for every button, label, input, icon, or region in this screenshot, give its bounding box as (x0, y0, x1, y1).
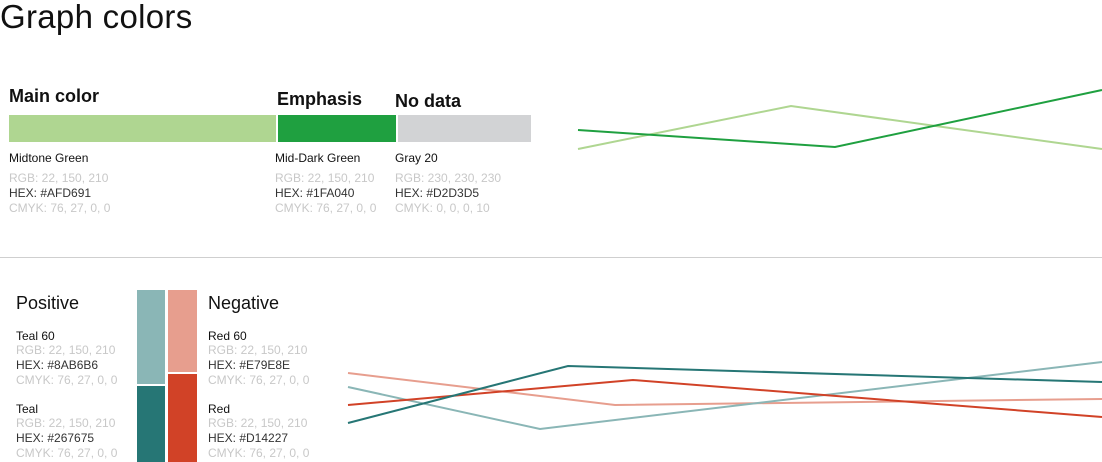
teal-60-name: Teal 60 (16, 329, 55, 343)
red-60-specs: RGB: 22, 150, 210 HEX: #E79E8E CMYK: 76,… (208, 343, 309, 388)
midtone-green-swatch (9, 115, 276, 142)
red-swatch (168, 374, 197, 462)
hex-value: HEX: #E79E8E (208, 358, 291, 372)
no-data-heading: No data (395, 91, 462, 111)
rgb-value: RGB: 230, 230, 230 (395, 171, 502, 185)
rgb-value: RGB: 22, 150, 210 (16, 343, 116, 357)
positive-heading: Positive (16, 293, 80, 313)
teal-swatch (137, 386, 165, 462)
rgb-value: RGB: 22, 150, 210 (275, 171, 375, 185)
rgb-value: RGB: 22, 150, 210 (9, 171, 109, 185)
red-60-name: Red 60 (208, 329, 247, 343)
teal-name: Teal (16, 402, 39, 416)
red-sample-line (347, 378, 1102, 418)
hex-value: HEX: #8AB6B6 (16, 358, 99, 372)
cmyk-value: CMYK: 76, 27, 0, 0 (16, 373, 118, 387)
midtone-green-name: Midtone Green (9, 151, 89, 165)
gray-20-name: Gray 20 (395, 151, 438, 165)
rgb-value: RGB: 22, 150, 210 (208, 343, 308, 357)
gray-20-swatch (398, 115, 531, 142)
teal-60-swatch (137, 290, 165, 384)
red-name: Red (208, 402, 231, 416)
cmyk-value: CMYK: 76, 27, 0, 0 (208, 373, 310, 387)
cmyk-value: CMYK: 76, 27, 0, 0 (9, 201, 111, 215)
cmyk-value: CMYK: 0, 0, 0, 10 (395, 201, 490, 215)
cmyk-value: CMYK: 76, 27, 0, 0 (275, 201, 377, 215)
cmyk-value: CMYK: 76, 27, 0, 0 (16, 446, 118, 460)
hex-value: HEX: #267675 (16, 431, 95, 445)
hex-value: HEX: #D14227 (208, 431, 289, 445)
emphasis-heading: Emphasis (277, 89, 363, 109)
red-specs: RGB: 22, 150, 210 HEX: #D14227 CMYK: 76,… (208, 416, 309, 461)
main-color-heading: Main color (9, 86, 100, 106)
teal-60-sample-line (347, 361, 1102, 431)
rgb-value: RGB: 22, 150, 210 (208, 416, 308, 430)
teal-sample-line (347, 364, 1102, 424)
hex-value: HEX: #D2D3D5 (395, 186, 480, 200)
midtone-green-specs: RGB: 22, 150, 210 HEX: #AFD691 CMYK: 76,… (9, 171, 110, 216)
gray-20-specs: RGB: 230, 230, 230 HEX: #D2D3D5 CMYK: 0,… (395, 171, 501, 216)
mid-dark-green-specs: RGB: 22, 150, 210 HEX: #1FA040 CMYK: 76,… (275, 171, 376, 216)
hex-value: HEX: #AFD691 (9, 186, 92, 200)
cmyk-value: CMYK: 76, 27, 0, 0 (208, 446, 310, 460)
red-60-sample-line (347, 372, 1102, 407)
teal-60-specs: RGB: 22, 150, 210 HEX: #8AB6B6 CMYK: 76,… (16, 343, 117, 388)
mid-dark-green-sample-line (577, 89, 1102, 149)
red-60-swatch (168, 290, 197, 372)
page-title: Graph colors (0, 0, 193, 35)
hex-value: HEX: #1FA040 (275, 186, 355, 200)
mid-dark-green-name: Mid-Dark Green (275, 151, 361, 165)
section-divider (0, 257, 1102, 258)
negative-heading: Negative (208, 293, 280, 313)
teal-specs: RGB: 22, 150, 210 HEX: #267675 CMYK: 76,… (16, 416, 117, 461)
mid-dark-green-swatch (278, 115, 396, 142)
rgb-value: RGB: 22, 150, 210 (16, 416, 116, 430)
